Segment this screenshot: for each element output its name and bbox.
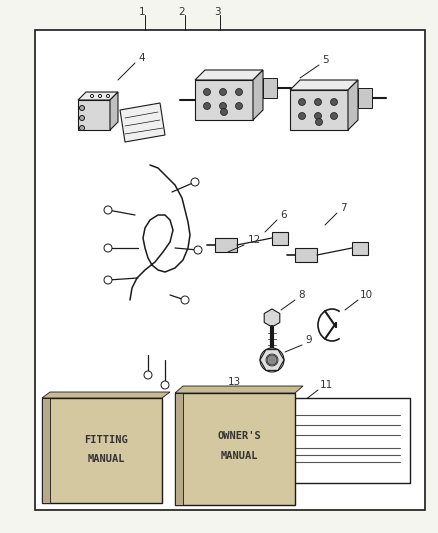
Circle shape — [266, 354, 278, 366]
Circle shape — [236, 102, 243, 109]
Text: MANUAL: MANUAL — [87, 454, 125, 464]
Bar — [352, 242, 368, 255]
Circle shape — [104, 244, 112, 252]
Bar — [175, 393, 183, 505]
Polygon shape — [253, 70, 263, 120]
Circle shape — [299, 112, 305, 119]
Circle shape — [219, 88, 226, 95]
Text: 8: 8 — [298, 290, 304, 300]
Circle shape — [191, 178, 199, 186]
Polygon shape — [195, 80, 253, 120]
Text: 13: 13 — [228, 377, 241, 387]
Text: 4: 4 — [138, 53, 145, 63]
Circle shape — [204, 88, 211, 95]
Circle shape — [314, 99, 321, 106]
Polygon shape — [110, 92, 118, 130]
Text: 9: 9 — [305, 335, 311, 345]
Polygon shape — [78, 100, 110, 130]
Circle shape — [220, 109, 227, 116]
Circle shape — [299, 99, 305, 106]
Text: 3: 3 — [214, 7, 220, 17]
Bar — [35, 30, 425, 510]
Polygon shape — [290, 90, 348, 130]
Text: 10: 10 — [360, 290, 373, 300]
Polygon shape — [42, 392, 170, 398]
Circle shape — [80, 116, 85, 120]
Circle shape — [80, 125, 85, 131]
Polygon shape — [195, 70, 263, 80]
Text: 7: 7 — [340, 203, 346, 213]
Circle shape — [331, 99, 338, 106]
Circle shape — [91, 94, 93, 98]
Polygon shape — [260, 350, 284, 370]
Polygon shape — [348, 80, 358, 130]
Circle shape — [161, 381, 169, 389]
Circle shape — [331, 112, 338, 119]
Text: 2: 2 — [179, 7, 185, 17]
Circle shape — [104, 206, 112, 214]
Circle shape — [260, 348, 284, 372]
Polygon shape — [120, 103, 165, 142]
Text: 1: 1 — [139, 7, 145, 17]
Circle shape — [236, 88, 243, 95]
Bar — [215, 238, 237, 252]
Bar — [272, 232, 288, 245]
Circle shape — [144, 371, 152, 379]
Text: OWNER'S: OWNER'S — [217, 431, 261, 441]
Circle shape — [204, 102, 211, 109]
Polygon shape — [175, 386, 303, 393]
Polygon shape — [78, 92, 118, 100]
Text: MANUAL: MANUAL — [220, 451, 258, 461]
Polygon shape — [264, 309, 280, 327]
Circle shape — [315, 118, 322, 125]
Circle shape — [80, 106, 85, 110]
Bar — [42, 398, 50, 503]
Bar — [358, 88, 372, 108]
Circle shape — [106, 94, 110, 98]
Text: 6: 6 — [280, 210, 286, 220]
Polygon shape — [290, 80, 358, 90]
Circle shape — [194, 246, 202, 254]
Text: 12: 12 — [248, 235, 261, 245]
Circle shape — [314, 112, 321, 119]
Bar — [263, 78, 277, 98]
Circle shape — [267, 355, 277, 365]
Circle shape — [219, 102, 226, 109]
Bar — [295, 248, 317, 262]
Bar — [255, 398, 410, 483]
Circle shape — [181, 296, 189, 304]
Bar — [42, 398, 162, 503]
Text: 5: 5 — [322, 55, 328, 65]
Circle shape — [104, 276, 112, 284]
Bar — [175, 393, 295, 505]
Circle shape — [99, 94, 102, 98]
Text: FITTING: FITTING — [84, 435, 128, 445]
Text: 11: 11 — [320, 380, 333, 390]
